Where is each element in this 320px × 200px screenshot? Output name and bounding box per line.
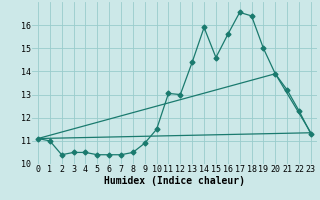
X-axis label: Humidex (Indice chaleur): Humidex (Indice chaleur): [104, 176, 245, 186]
